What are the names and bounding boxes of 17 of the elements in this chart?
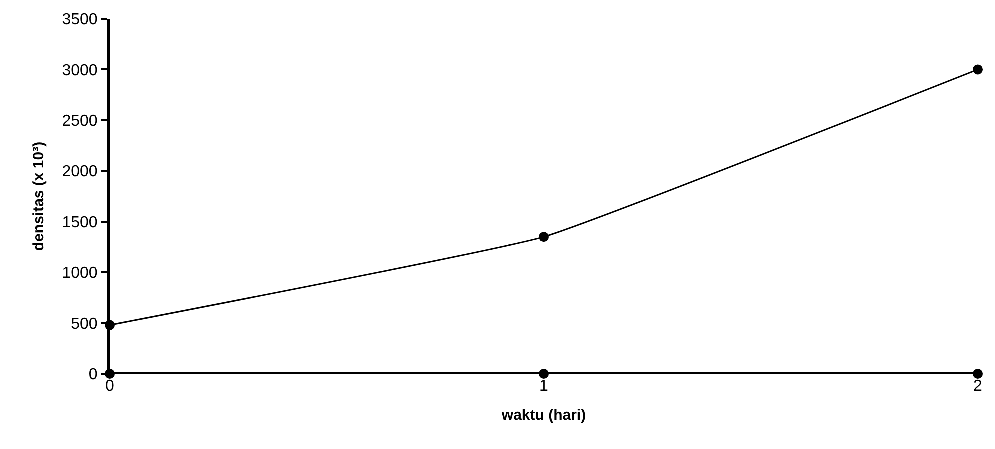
y-tick-label: 3000	[62, 62, 98, 80]
x-axis-title: waktu (hari)	[500, 407, 586, 424]
point	[539, 232, 549, 242]
y-tick-label: 3500	[62, 12, 98, 29]
x-tick-label: 2	[974, 378, 983, 395]
y-tick-label: 0	[88, 366, 98, 384]
y-tick-label: 2000	[62, 164, 98, 181]
point	[973, 369, 983, 379]
y-tick-label: 1000	[62, 265, 98, 282]
y-tick-label: 2500	[62, 113, 98, 130]
x-tick-label: 1	[540, 378, 549, 395]
y-tick-label: 1500	[62, 214, 98, 232]
y-axis-title: densitas (x 10³)	[30, 142, 48, 252]
point	[539, 369, 549, 379]
x-tick-label: 0	[106, 378, 115, 395]
y-tick-label: 500	[71, 316, 98, 333]
point	[973, 64, 983, 75]
